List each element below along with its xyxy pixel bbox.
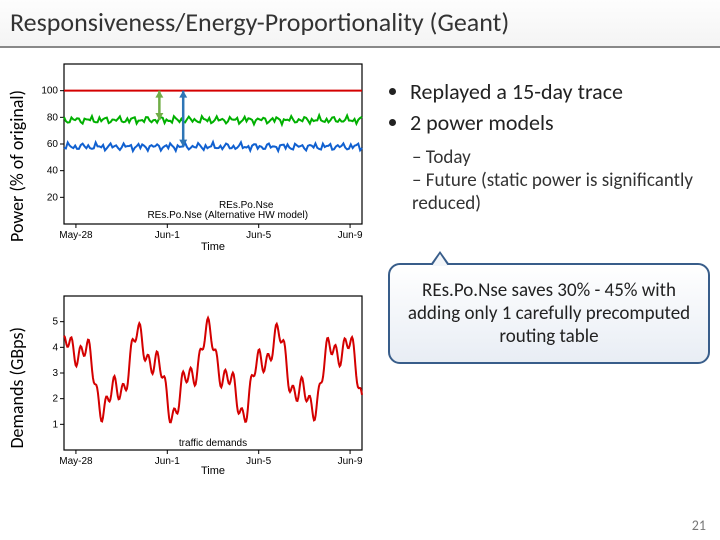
svg-text:5: 5 xyxy=(52,317,58,328)
demand-chart-block: Demands (GBps) 1 2 3 4 5 May-28 Jun-1 Jun-5 Jun-… xyxy=(4,288,376,488)
sub-bullet-2: Future (static power is significantly re… xyxy=(412,169,710,215)
svg-text:100: 100 xyxy=(41,86,58,97)
svg-text:4: 4 xyxy=(52,342,58,353)
content-area: Power (% of original) 20 40 60 80 100 May-28 J… xyxy=(0,48,720,538)
power-ylabel: Power (% of original) xyxy=(4,90,30,242)
power-chart: 20 40 60 80 100 May-28 Jun-1 Jun-5 Jun-9 Time REs.… xyxy=(30,56,370,276)
page-number: 21 xyxy=(692,517,706,534)
svg-text:60: 60 xyxy=(47,139,59,150)
svg-text:Jun-1: Jun-1 xyxy=(155,230,180,241)
svg-text:Time: Time xyxy=(201,465,225,477)
bullet-2: 2 power models xyxy=(410,109,710,136)
svg-text:Jun-5: Jun-5 xyxy=(246,456,271,467)
svg-text:Jun-9: Jun-9 xyxy=(338,230,363,241)
bullet-list: Replayed a 15-day trace 2 power models xyxy=(388,78,710,140)
svg-text:May-28: May-28 xyxy=(59,230,93,241)
svg-text:2: 2 xyxy=(52,394,58,405)
svg-text:3: 3 xyxy=(52,368,58,379)
svg-text:Jun-5: Jun-5 xyxy=(246,230,271,241)
callout-box: REs.Po.Nse saves 30% - 45% with adding o… xyxy=(388,263,710,364)
svg-text:Time: Time xyxy=(201,241,225,253)
svg-text:REs.Po.Nse (Alternative HW mod: REs.Po.Nse (Alternative HW model) xyxy=(147,210,308,221)
svg-text:traffic demands: traffic demands xyxy=(179,438,247,449)
svg-text:1: 1 xyxy=(52,419,58,430)
charts-column: Power (% of original) 20 40 60 80 100 May-28 J… xyxy=(0,48,380,538)
svg-text:May-28: May-28 xyxy=(59,456,93,467)
svg-text:80: 80 xyxy=(47,112,59,123)
demand-ylabel: Demands (GBps) xyxy=(4,327,30,449)
text-column: Replayed a 15-day trace 2 power models T… xyxy=(380,48,720,538)
slide-title: Responsiveness/Energy-Proportionality (G… xyxy=(0,0,720,48)
svg-text:Jun-9: Jun-9 xyxy=(338,456,363,467)
bullet-1: Replayed a 15-day trace xyxy=(410,78,710,105)
sub-bullet-1: Today xyxy=(412,146,710,169)
svg-text:40: 40 xyxy=(47,166,59,177)
svg-text:20: 20 xyxy=(47,192,59,203)
power-chart-block: Power (% of original) 20 40 60 80 100 May-28 J… xyxy=(4,56,376,276)
demand-chart: 1 2 3 4 5 May-28 Jun-1 Jun-5 Jun-9 Time traffic de… xyxy=(30,288,370,488)
sub-bullet-list: Today Future (static power is significan… xyxy=(388,146,710,215)
svg-text:Jun-1: Jun-1 xyxy=(155,456,180,467)
